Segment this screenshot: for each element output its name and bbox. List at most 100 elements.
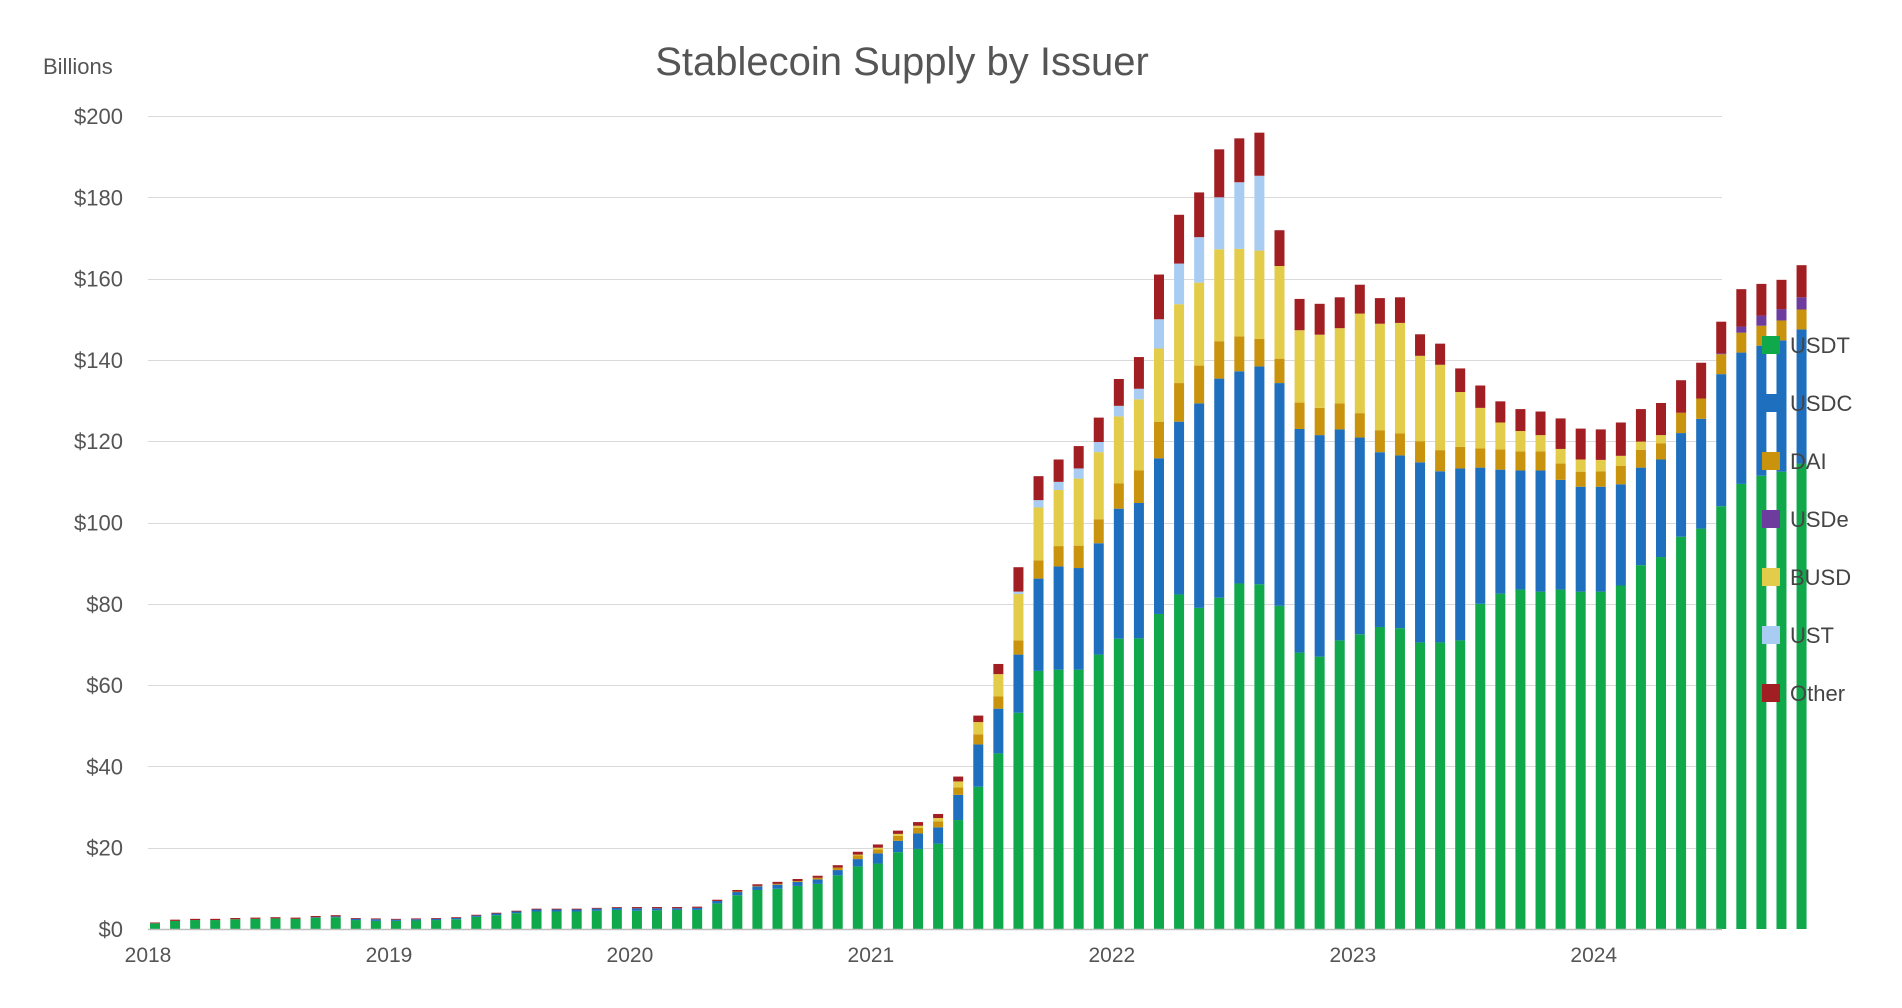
legend-label-busd: BUSD [1790, 565, 1851, 590]
bar-segment-other [1033, 476, 1044, 501]
bar-segment-other [792, 879, 803, 882]
bar-segment-usdc [330, 916, 341, 918]
bar-segment-dai [1475, 448, 1486, 468]
bar-segment-usdc [752, 886, 763, 890]
bar-segment-usdt [170, 920, 181, 929]
bars [150, 132, 1807, 929]
bar-segment-busd [1294, 330, 1305, 403]
bar-segment-dai [1174, 383, 1185, 422]
bar-segment-usdc [712, 900, 723, 904]
bar-segment-usdt [1234, 583, 1245, 929]
bar-segment-usdt [993, 753, 1004, 929]
bar-segment-usdc [1756, 345, 1767, 476]
bar-segment-other [1254, 132, 1265, 176]
bar-segment-other [1676, 380, 1687, 413]
bar-segment-usdc [1374, 452, 1385, 627]
bar-segment-usdc [431, 918, 442, 921]
bar-segment-busd [1214, 249, 1225, 342]
bar-segment-dai [1455, 446, 1466, 469]
bar-segment-usdt [1756, 475, 1767, 929]
bar-segment-other [471, 914, 482, 916]
bar-segment-usdt [1635, 565, 1646, 929]
bar-segment-usdc [953, 794, 964, 821]
bar-segment-usdc [1194, 403, 1205, 608]
bar-segment-usdc [1635, 467, 1646, 566]
bar-segment-usdt [551, 911, 562, 929]
bar-segment-dai [1394, 433, 1405, 456]
bar-segment-usdc [310, 917, 321, 918]
bar-segment-usdc [1435, 471, 1446, 643]
bar-segment-usdc [812, 879, 823, 884]
bar-segment-other [431, 918, 442, 919]
bar-segment-other [551, 908, 562, 910]
bar-segment-other [1535, 411, 1546, 436]
bar-segment-dai [1415, 441, 1426, 463]
bar-segment-usdt [1033, 670, 1044, 929]
bar-segment-usdt [1214, 597, 1225, 929]
bar-segment-usdt [772, 888, 783, 929]
bar-segment-usdt [210, 920, 221, 929]
bar-segment-other [852, 851, 863, 855]
bar-segment-usdt [1113, 638, 1124, 929]
bar-segment-usdc [1535, 470, 1546, 592]
bar-segment-other [150, 922, 160, 924]
bar-segment-dai [973, 734, 984, 745]
bar-segment-usdt [1194, 607, 1205, 929]
bar-segment-other [1274, 230, 1285, 266]
bar-segment-other [993, 663, 1004, 675]
bar-segment-usdc [1415, 462, 1426, 643]
bar-segment-other [591, 907, 602, 909]
bar-segment-ust [1174, 263, 1185, 305]
bar-segment-other [1495, 401, 1506, 423]
bar-segment-usdc [411, 919, 422, 921]
bar-segment-usdt [812, 883, 823, 929]
bar-segment-usdc [591, 908, 602, 911]
bar-segment-usdt [1475, 603, 1486, 929]
bar-segment-busd [1595, 459, 1606, 472]
bar-segment-other [772, 881, 783, 884]
x-tick-label: 2022 [1088, 944, 1135, 967]
bar-segment-other [1334, 297, 1345, 329]
bar-segment-busd [1615, 455, 1626, 466]
bar-segment-other [330, 915, 341, 917]
bar-segment-usdt [350, 920, 361, 929]
bar-segment-usdc [1174, 421, 1185, 595]
bar-segment-usdt [230, 919, 241, 929]
bar-segment-usdc [1394, 455, 1405, 629]
bar-segment-usdc [792, 881, 803, 886]
bar-segment-busd [1435, 364, 1446, 451]
y-tick-label: $80 [86, 592, 123, 617]
bar-segment-other [973, 715, 984, 723]
bar-segment-usdt [1174, 594, 1185, 929]
bar-segment-usdt [330, 917, 341, 929]
bar-segment-busd [1133, 399, 1144, 471]
y-tick-label: $0 [99, 917, 123, 942]
bar-segment-usdt [892, 852, 903, 929]
bar-segment-usdc [1555, 479, 1566, 590]
bar-segment-usdt [1013, 712, 1024, 929]
bar-segment-other [1776, 279, 1787, 310]
bar-segment-busd [1656, 435, 1666, 444]
x-axis-ticks: 2018 2019 2020 2021 2022 2023 2024 [125, 944, 1618, 967]
bar-segment-usdc [1053, 566, 1064, 670]
bar-segment-busd [973, 722, 984, 735]
bar-segment-other [411, 918, 422, 920]
bar-segment-usdt [290, 918, 301, 929]
bar-segment-ust [1194, 237, 1205, 283]
bar-segment-dai [832, 867, 843, 871]
bar-segment-usdt [1314, 656, 1325, 929]
bar-segment-dai [1113, 483, 1124, 509]
bar-segment-other [250, 917, 261, 919]
bar-segment-other [1314, 303, 1325, 335]
bar-segment-busd [1053, 489, 1064, 547]
bar-segment-other [1796, 265, 1807, 298]
bar-segment-other [1455, 368, 1466, 393]
y-tick-label: $180 [74, 185, 123, 210]
bar-segment-dai [1033, 560, 1044, 579]
bar-segment-dai [993, 696, 1004, 709]
bar-segment-other [1615, 422, 1626, 456]
bar-segment-dai [1696, 398, 1707, 419]
bar-segment-usdt [973, 786, 984, 929]
bar-segment-dai [1214, 341, 1225, 379]
bar-segment-busd [1394, 322, 1405, 434]
